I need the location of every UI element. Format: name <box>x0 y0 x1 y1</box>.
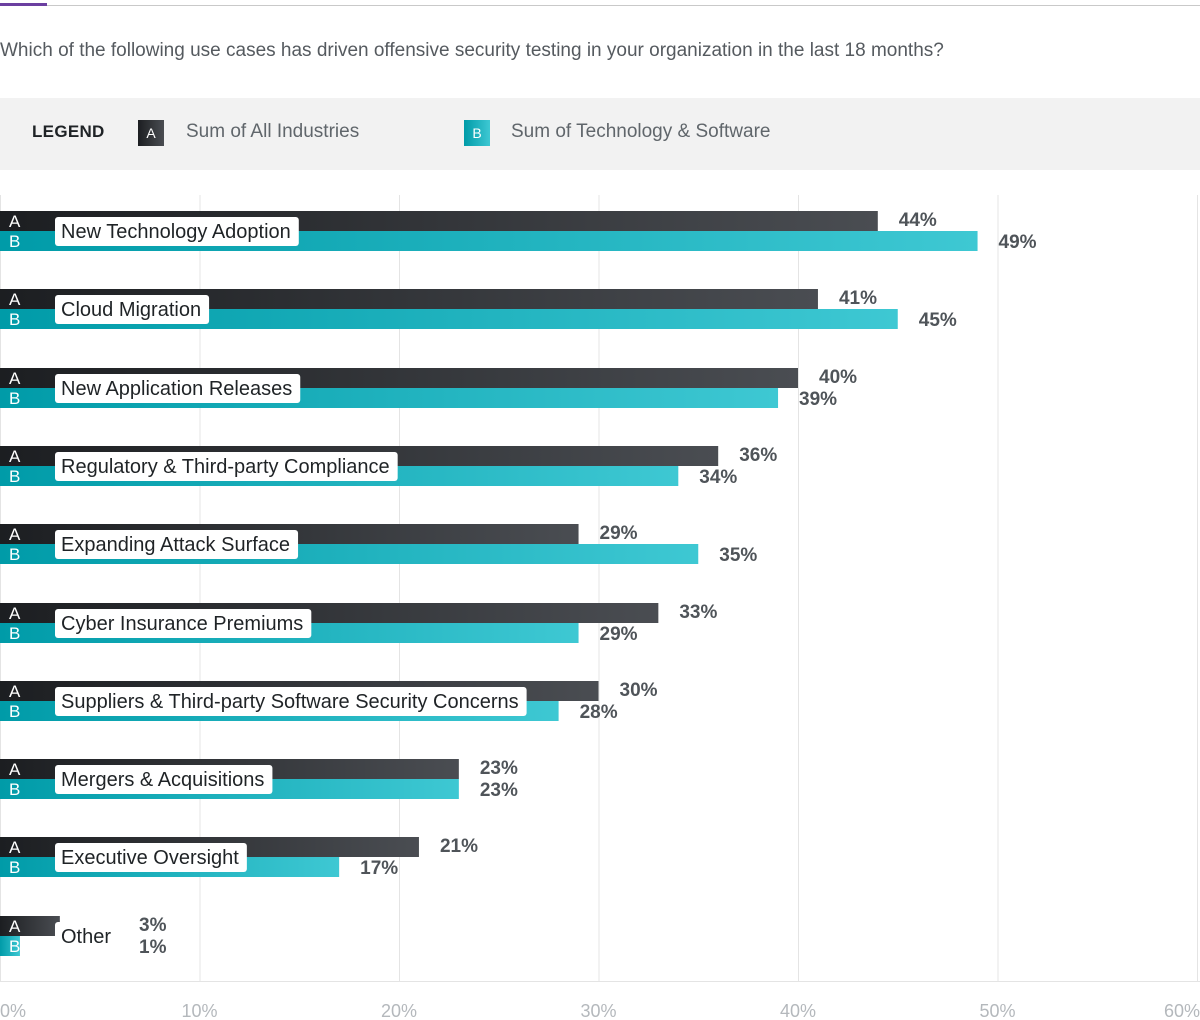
x-tick-label: 60% <box>1164 1001 1200 1020</box>
legend-title: LEGEND <box>32 122 105 141</box>
bar-key-b: B <box>9 937 20 956</box>
bar-key-a: A <box>9 604 21 623</box>
category-label: Cyber Insurance Premiums <box>61 613 303 635</box>
x-axis: 0% 10% 20% 30% 40% 50% 60% <box>0 981 1200 1020</box>
legend-label-a: Sum of All Industries <box>186 121 360 142</box>
bar-group: AB Suppliers & Third-party Software Secur… <box>0 680 658 723</box>
legend-label-b: Sum of Technology & Software <box>511 121 771 142</box>
value-label-b: 29% <box>600 624 638 645</box>
x-tick-label: 30% <box>580 1001 616 1020</box>
value-label-a: 33% <box>679 602 717 623</box>
value-label-a: 30% <box>620 680 658 701</box>
value-label-b: 49% <box>999 232 1037 253</box>
bar-b <box>0 309 898 329</box>
x-tick-label: 40% <box>780 1001 816 1020</box>
category-label-box <box>55 217 299 246</box>
bar-key-b: B <box>9 545 20 564</box>
bar-key-a: A <box>9 917 21 936</box>
value-label-b: 17% <box>360 858 398 879</box>
bar-key-b: B <box>9 310 20 329</box>
category-label: Other <box>61 926 111 948</box>
survey-question: Which of the following use cases has dri… <box>0 40 944 61</box>
category-label: Mergers & Acquisitions <box>61 769 264 791</box>
bar-key-a: A <box>9 760 21 779</box>
category-label-box <box>55 765 273 794</box>
legend-swatch-a: A <box>138 120 164 146</box>
category-label-box <box>55 374 301 403</box>
category-label: Regulatory & Third-party Compliance <box>61 456 390 478</box>
bar-key-a: A <box>9 682 21 701</box>
category-label: Cloud Migration <box>61 299 201 321</box>
bar-key-b: B <box>9 624 20 643</box>
bar-key-b: B <box>9 389 20 408</box>
top-divider <box>0 5 1200 6</box>
bar-group: AB Expanding Attack Surface 29% 35% <box>0 523 757 566</box>
value-label-b: 34% <box>699 467 737 488</box>
bar-b <box>0 936 20 956</box>
value-label-a: 40% <box>819 367 857 388</box>
bar-group: AB Cloud Migration 41% 45% <box>0 288 957 331</box>
x-tick-label: 0% <box>0 1001 26 1020</box>
bar-key-a: A <box>9 369 21 388</box>
bar-a <box>0 916 60 936</box>
category-label: New Technology Adoption <box>61 221 291 243</box>
value-label-b: 39% <box>799 389 837 410</box>
value-label-b: 45% <box>919 310 957 331</box>
legend-swatch-b: B <box>464 120 490 146</box>
top-accent-bar <box>0 3 47 6</box>
category-label-box <box>55 295 210 324</box>
category-label: Executive Oversight <box>61 847 239 869</box>
category-label: Suppliers & Third-party Software Securit… <box>61 691 519 713</box>
bar-key-a: A <box>9 838 21 857</box>
x-tick-label: 10% <box>181 1001 217 1020</box>
bar-key-a: A <box>9 212 21 231</box>
category-label: Expanding Attack Surface <box>61 534 290 556</box>
bar-group: AB Executive Oversight 21% 17% <box>0 836 478 879</box>
value-label-b: 1% <box>139 937 167 958</box>
category-label: New Application Releases <box>61 378 292 400</box>
x-tick-label: 50% <box>979 1001 1015 1020</box>
x-tick-label: 20% <box>381 1001 417 1020</box>
bar-key-a: A <box>9 447 21 466</box>
category-label-box <box>55 530 299 559</box>
value-label-a: 29% <box>600 523 638 544</box>
bar-key-a: A <box>9 525 21 544</box>
bar-group: AB Mergers & Acquisitions 23%23% <box>0 758 518 801</box>
value-label-a: 41% <box>839 288 877 309</box>
bar-key-a: A <box>9 290 21 309</box>
value-label-a: 44% <box>899 210 937 231</box>
value-label-a: 21% <box>440 836 478 857</box>
bar-group: AB Other 3%1% <box>0 915 167 958</box>
value-label-b: 28% <box>580 702 618 723</box>
category-label-box <box>55 687 527 716</box>
category-label-box <box>55 922 120 951</box>
legend: LEGEND A Sum of All Industries B Sum of … <box>0 98 1200 170</box>
bar-key-b: B <box>9 780 20 799</box>
value-label-a: 36% <box>739 445 777 466</box>
bar-key-b: B <box>9 702 20 721</box>
value-label-b: 23% <box>480 780 518 801</box>
category-label-box <box>55 843 247 872</box>
value-label-b: 35% <box>719 545 757 566</box>
value-label-a: 3% <box>139 915 167 936</box>
bar-key-b: B <box>9 232 20 251</box>
bar-group: AB Regulatory & Third-party Compliance 36%… <box>0 445 777 488</box>
bar-key-b: B <box>9 467 20 486</box>
bar-group: AB New Application Releases 40%39% <box>0 367 857 410</box>
bar-group: AB New Technology Adoption 44% 49% <box>0 210 1037 253</box>
value-label-a: 23% <box>480 758 518 779</box>
bar-group: AB Cyber Insurance Premiums 33% 29% <box>0 602 717 645</box>
bar-key-b: B <box>9 858 20 877</box>
category-label-box <box>55 609 312 638</box>
category-label-box <box>55 452 398 481</box>
